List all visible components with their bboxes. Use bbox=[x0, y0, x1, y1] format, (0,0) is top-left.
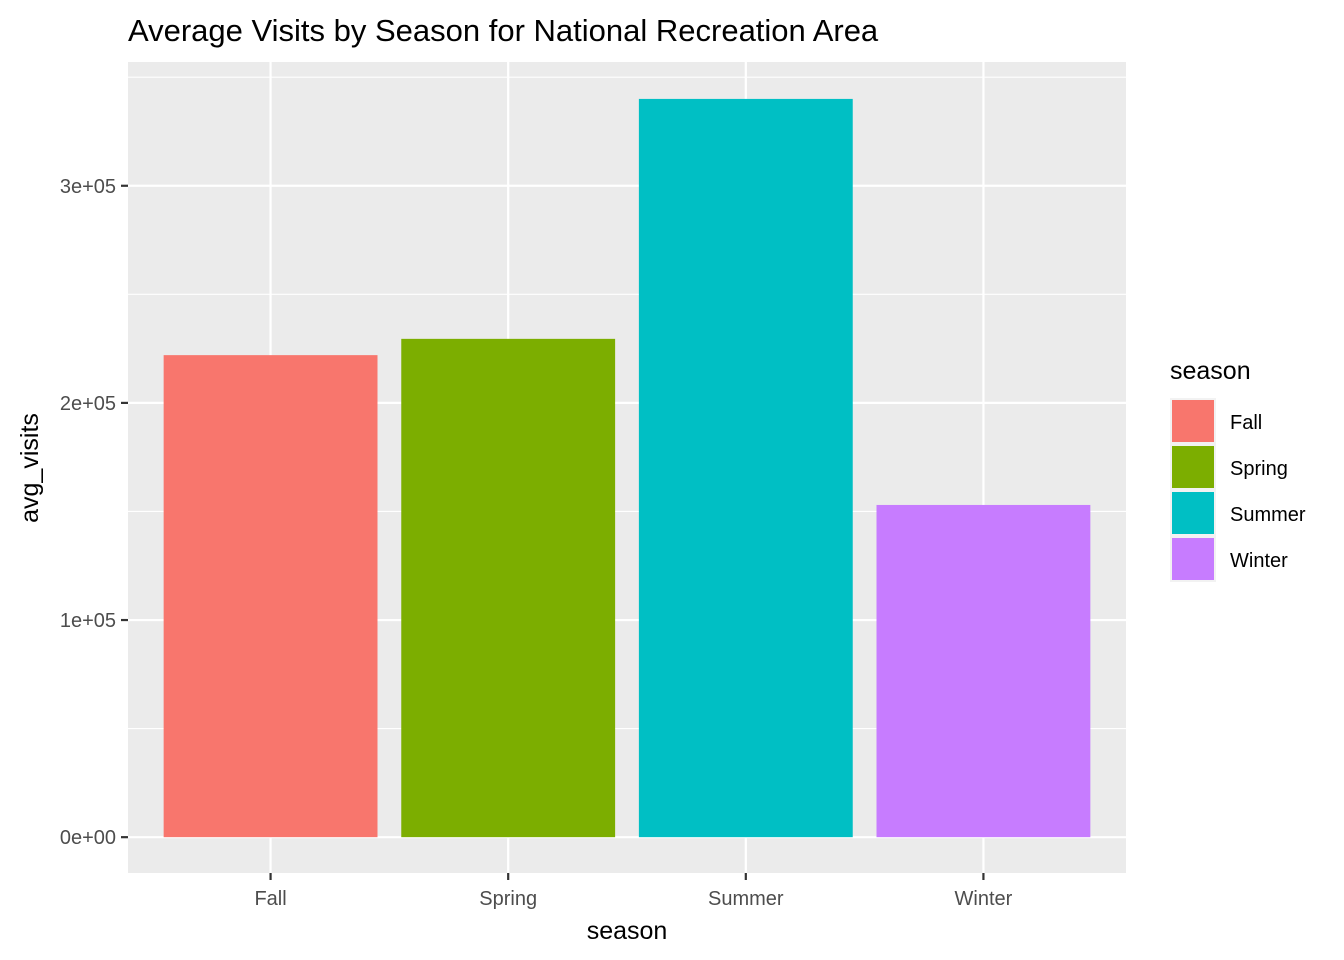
legend-key-winter bbox=[1172, 538, 1214, 580]
y-axis-title: avg_visits bbox=[16, 413, 44, 523]
x-tick-label: Fall bbox=[254, 888, 286, 910]
legend-key-summer bbox=[1172, 492, 1214, 534]
x-axis-title: season bbox=[587, 917, 668, 945]
y-tick-label: 1e+05 bbox=[60, 610, 116, 632]
legend-label-winter: Winter bbox=[1230, 550, 1288, 572]
bar-winter bbox=[876, 504, 1091, 838]
x-axis: Fall Spring Summer Winter bbox=[254, 873, 1013, 910]
bar-summer bbox=[638, 98, 853, 838]
legend-key-spring bbox=[1172, 446, 1214, 488]
bars bbox=[163, 98, 1091, 838]
legend: season Fall Spring Summer Winter bbox=[1170, 357, 1306, 582]
x-tick-label: Winter bbox=[955, 888, 1013, 910]
legend-key-fall bbox=[1172, 400, 1214, 442]
legend-items: Fall Spring Summer Winter bbox=[1170, 398, 1306, 582]
bar-fall bbox=[163, 355, 378, 838]
x-tick-label: Spring bbox=[479, 888, 537, 910]
chart-title: Average Visits by Season for National Re… bbox=[128, 13, 879, 48]
legend-label-fall: Fall bbox=[1230, 412, 1262, 434]
x-tick-label: Summer bbox=[708, 888, 784, 910]
legend-label-summer: Summer bbox=[1230, 504, 1306, 526]
legend-label-spring: Spring bbox=[1230, 458, 1288, 480]
legend-title: season bbox=[1170, 357, 1251, 385]
bar-spring bbox=[401, 338, 616, 838]
y-axis: 0e+00 1e+05 2e+05 3e+05 bbox=[60, 176, 128, 849]
y-tick-label: 2e+05 bbox=[60, 393, 116, 415]
y-tick-label: 0e+00 bbox=[60, 827, 116, 849]
y-tick-label: 3e+05 bbox=[60, 176, 116, 198]
